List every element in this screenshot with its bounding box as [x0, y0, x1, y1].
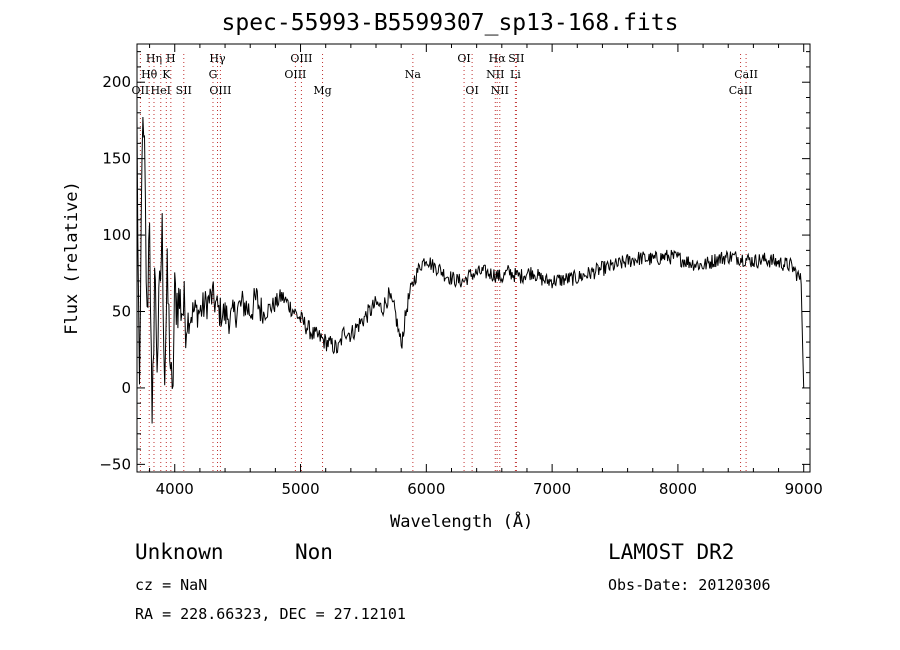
- x-tick-label-3: 7000: [533, 480, 571, 498]
- line-label-14: OI: [457, 52, 470, 65]
- line-label-2: Hθ: [141, 68, 158, 81]
- line-label-0: Hη: [146, 52, 162, 65]
- line-label-7: Hγ: [209, 52, 226, 65]
- object-subclass: Non: [295, 540, 333, 564]
- line-label-15: OI: [465, 84, 478, 97]
- line-label-13: Na: [405, 68, 422, 81]
- line-label-3: K: [162, 68, 171, 81]
- line-label-18: NII: [486, 68, 504, 81]
- survey-name: LAMOST DR2: [608, 540, 735, 564]
- line-label-16: Hα: [489, 52, 507, 65]
- y-tick-label-4: 150: [102, 150, 131, 168]
- line-label-9: OIII: [209, 84, 231, 97]
- line-label-11: OIII: [284, 68, 306, 81]
- line-label-22: CaII: [729, 84, 753, 97]
- object-class: Unknown: [135, 540, 224, 564]
- x-tick-label-0: 4000: [156, 480, 194, 498]
- x-tick-label-5: 9000: [785, 480, 823, 498]
- line-label-4: OII: [132, 84, 150, 97]
- line-label-5: HeI: [151, 84, 171, 97]
- y-axis-label: Flux (relative): [62, 181, 82, 335]
- x-tick-label-4: 8000: [659, 480, 697, 498]
- line-label-6: SII: [176, 84, 192, 97]
- y-tick-label-5: 200: [102, 73, 131, 91]
- ra-dec-coordinates: RA = 228.66323, DEC = 27.12101: [135, 605, 406, 623]
- line-label-8: G: [209, 68, 218, 81]
- line-label-12: Mg: [313, 84, 331, 97]
- chart-title: spec-55993-B5599307_sp13-168.fits: [221, 10, 679, 36]
- y-tick-label-1: 0: [121, 379, 131, 397]
- x-axis-label: Wavelength (Å): [390, 512, 534, 532]
- y-tick-label-0: −50: [99, 455, 131, 473]
- y-tick-label-3: 100: [102, 226, 131, 244]
- line-label-21: CaII: [734, 68, 758, 81]
- x-tick-label-1: 5000: [281, 480, 319, 498]
- line-label-1: H: [166, 52, 176, 65]
- line-label-17: SII: [508, 52, 524, 65]
- line-label-10: OIII: [290, 52, 312, 65]
- redshift-cz: cz = NaN: [135, 576, 208, 594]
- y-tick-label-2: 50: [112, 303, 131, 321]
- spectrum-series-0: [136, 116, 805, 424]
- plot-frame: [136, 43, 811, 473]
- x-tick-label-2: 6000: [407, 480, 445, 498]
- line-label-20: NII: [491, 84, 509, 97]
- line-label-19: Li: [510, 68, 521, 81]
- observation-date: Obs-Date: 20120306: [608, 576, 771, 594]
